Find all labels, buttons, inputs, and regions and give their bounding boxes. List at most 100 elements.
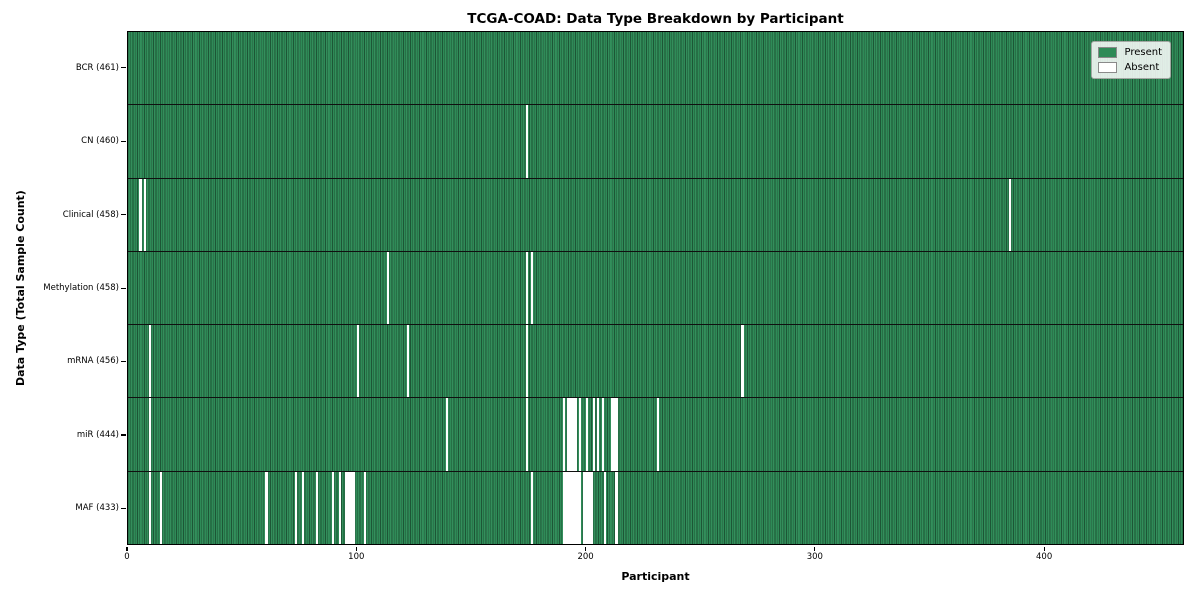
absent-cell	[578, 471, 582, 544]
absent-cell	[386, 251, 389, 325]
absent-cell	[592, 398, 595, 471]
y-tick-mark	[121, 287, 126, 289]
absent-cell	[576, 471, 579, 544]
heatmap-row-methylation	[128, 250, 1183, 325]
heatmap-row-bcr	[128, 32, 1183, 105]
y-tick-mark	[121, 434, 126, 436]
y-tick-mark	[121, 140, 126, 142]
legend-item-present: Present	[1098, 47, 1162, 58]
absent-cell	[139, 178, 142, 251]
absent-cell	[571, 471, 575, 544]
absent-cell	[610, 398, 614, 471]
absent-cell	[615, 398, 618, 471]
x-tick-mark	[584, 546, 587, 551]
absent-cell	[148, 325, 151, 398]
x-tick-label-400: 400	[1036, 552, 1053, 562]
absent-cell	[356, 325, 360, 398]
x-tick-mark	[1043, 546, 1045, 551]
legend-label-present: Present	[1124, 47, 1162, 58]
absent-cell	[144, 178, 147, 251]
x-tick-label-200: 200	[577, 552, 594, 562]
x-tick-label-0: 0	[124, 552, 130, 562]
absent-cell	[1009, 178, 1012, 251]
absent-cell	[530, 251, 534, 325]
absent-cell	[526, 251, 529, 325]
absent-cell	[338, 471, 341, 544]
heatmap-plot-area: Present Absent	[127, 31, 1184, 545]
absent-cell	[295, 471, 298, 544]
absent-cell	[569, 471, 572, 544]
absent-cell	[345, 471, 348, 544]
absent-cell	[331, 471, 334, 544]
y-tick-mark	[121, 507, 126, 509]
absent-cell	[585, 398, 588, 471]
absent-cell	[562, 471, 566, 544]
absent-cell	[574, 398, 577, 471]
absent-cell	[148, 471, 151, 544]
absent-cell	[585, 471, 588, 544]
absent-cell	[597, 398, 600, 471]
x-tick-mark	[814, 546, 816, 551]
x-axis-title: Participant	[621, 570, 690, 583]
absent-cell	[587, 471, 591, 544]
absent-cell	[315, 471, 318, 544]
heatmap-row-mrna	[128, 324, 1183, 398]
x-tick-label-300: 300	[806, 552, 823, 562]
legend: Present Absent	[1091, 41, 1171, 79]
heatmap-row-maf	[128, 470, 1183, 544]
y-tick-label-cn: CN (460)	[81, 136, 119, 147]
absent-cell	[363, 471, 366, 544]
heatmap-row-mir	[128, 397, 1183, 471]
absent-cell	[530, 471, 534, 544]
absent-cell	[407, 325, 410, 398]
absent-cell	[615, 471, 618, 544]
x-tick-label-100: 100	[348, 552, 365, 562]
absent-cell	[526, 398, 529, 471]
y-tick-label-mrna: mRNA (456)	[67, 356, 119, 367]
absent-cell	[567, 398, 570, 471]
legend-item-absent: Absent	[1098, 62, 1162, 73]
absent-cell	[604, 471, 607, 544]
y-tick-mark	[121, 67, 126, 69]
y-axis-title: Data Type (Total Sample Count)	[14, 190, 27, 386]
absent-cell	[583, 471, 586, 544]
absent-cell	[574, 471, 577, 544]
present-swatch-icon	[1098, 47, 1118, 58]
absent-cell	[352, 471, 355, 544]
absent-cell	[601, 398, 604, 471]
absent-cell	[613, 398, 616, 471]
absent-swatch-icon	[1098, 62, 1118, 73]
y-tick-mark	[121, 360, 126, 363]
absent-cell	[578, 398, 582, 471]
absent-cell	[565, 471, 568, 544]
chart-title: TCGA-COAD: Data Type Breakdown by Partic…	[467, 11, 844, 27]
x-tick-mark	[126, 546, 128, 551]
absent-cell	[160, 471, 163, 544]
y-tick-label-mir: miR (444)	[76, 429, 119, 440]
absent-cell	[741, 325, 744, 398]
y-tick-label-methylation: Methylation (458)	[43, 283, 119, 293]
absent-cell	[562, 398, 566, 471]
y-tick-label-bcr: BCR (461)	[75, 62, 119, 73]
legend-label-absent: Absent	[1124, 62, 1160, 73]
y-tick-label-maf: MAF (433)	[75, 503, 119, 514]
absent-cell	[265, 471, 268, 544]
absent-cell	[526, 325, 529, 398]
absent-cell	[571, 398, 575, 471]
absent-cell	[347, 471, 350, 544]
absent-cell	[349, 471, 353, 544]
absent-cell	[656, 398, 659, 471]
absent-cell	[446, 398, 449, 471]
heatmap-row-cn	[128, 104, 1183, 178]
y-tick-label-clinical: Clinical (458)	[62, 209, 119, 220]
absent-cell	[301, 471, 305, 544]
absent-cell	[567, 471, 570, 544]
absent-cell	[526, 105, 529, 178]
absent-cell	[590, 471, 593, 544]
heatmap-row-clinical	[128, 177, 1183, 251]
absent-cell	[148, 398, 151, 471]
x-tick-mark	[355, 546, 357, 551]
y-tick-mark	[121, 214, 126, 216]
absent-cell	[569, 398, 572, 471]
